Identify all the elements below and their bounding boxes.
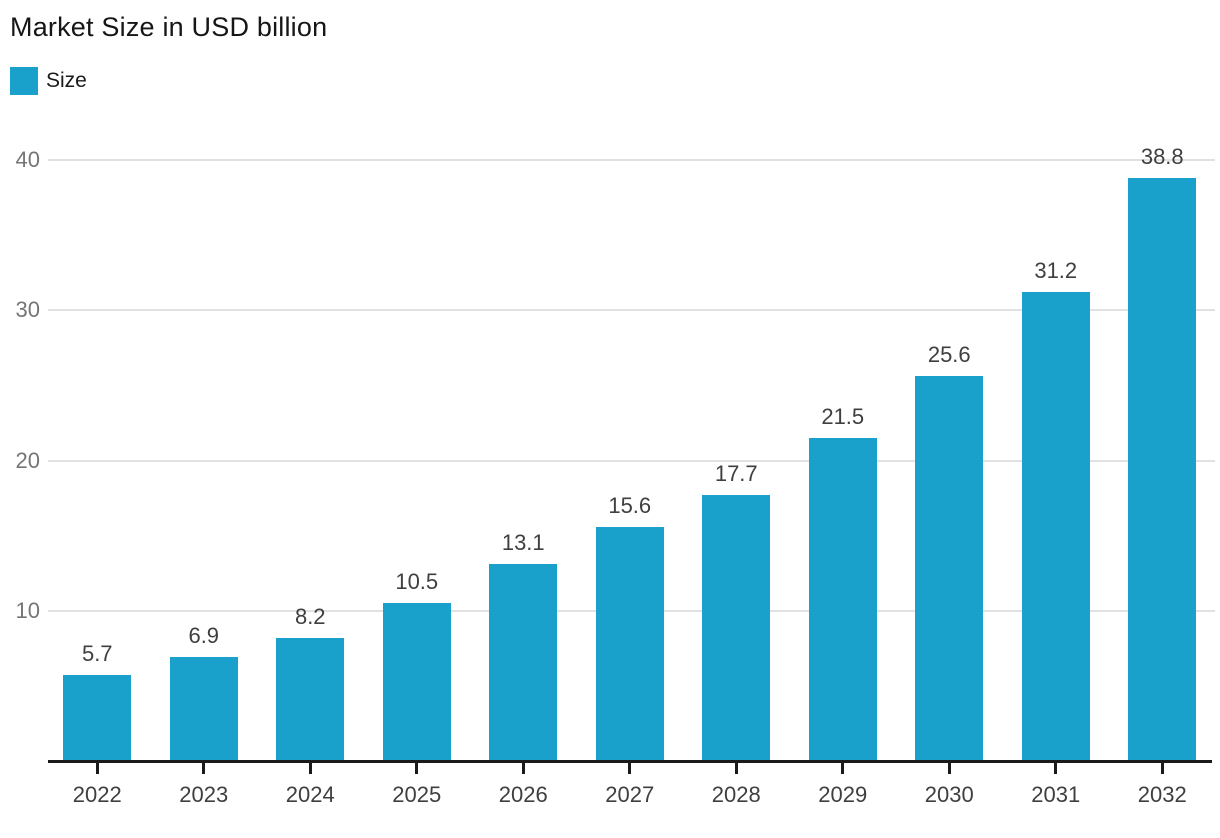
x-axis-tick — [95, 763, 99, 774]
y-axis-tick-label: 30 — [15, 297, 40, 323]
x-axis-label: 2031 — [1031, 782, 1081, 807]
bar[interactable] — [702, 495, 771, 761]
x-axis-tick — [734, 763, 738, 774]
x-axis-line — [48, 760, 1212, 763]
bar-value-label: 21.5 — [821, 403, 865, 429]
x-axis-tick — [521, 763, 525, 774]
bar-value-label: 31.2 — [1034, 258, 1078, 284]
y-axis-tick-label: 20 — [15, 447, 40, 473]
x-axis-tick — [415, 763, 419, 774]
gridline — [48, 309, 1215, 312]
bar[interactable] — [276, 637, 345, 761]
x-axis-label: 2029 — [818, 782, 868, 807]
y-axis-tick-label: 10 — [15, 597, 40, 623]
x-axis-label: 2024 — [285, 782, 335, 807]
x-axis-label: 2032 — [1137, 782, 1187, 807]
chart-title: Market Size in USD billion — [10, 12, 328, 42]
x-axis-label: 2023 — [179, 782, 229, 807]
bar-value-label: 15.6 — [608, 492, 652, 518]
bar-value-label: 13.1 — [501, 530, 545, 556]
bar[interactable] — [63, 675, 132, 761]
bar[interactable] — [808, 437, 877, 761]
legend-swatch-icon — [10, 67, 38, 95]
x-axis-tick — [1054, 763, 1058, 774]
x-axis-label: 2022 — [72, 782, 122, 807]
x-axis-label: 2025 — [392, 782, 442, 807]
bar[interactable] — [489, 564, 558, 761]
gridline — [48, 459, 1215, 462]
x-axis-tick — [947, 763, 951, 774]
bar-value-label: 38.8 — [1140, 144, 1184, 170]
x-axis-tick — [202, 763, 206, 774]
x-axis-label: 2028 — [711, 782, 761, 807]
bar-value-label: 10.5 — [395, 569, 439, 595]
bar[interactable] — [1021, 292, 1090, 761]
legend-label: Size — [46, 69, 87, 92]
x-axis-tick — [628, 763, 632, 774]
x-axis-tick — [841, 763, 845, 774]
bar[interactable] — [595, 526, 664, 761]
bar[interactable] — [1128, 178, 1197, 761]
bar-value-label: 25.6 — [927, 342, 971, 368]
x-axis-label: 2027 — [605, 782, 655, 807]
bar[interactable] — [382, 603, 451, 761]
x-axis-label: 2026 — [498, 782, 548, 807]
x-axis-label: 2030 — [924, 782, 974, 807]
x-axis-tick — [1160, 763, 1164, 774]
x-axis-tick — [308, 763, 312, 774]
bar[interactable] — [169, 657, 238, 761]
legend[interactable]: Size — [10, 67, 87, 95]
bar-value-label: 17.7 — [714, 461, 758, 487]
bar-value-label: 6.9 — [188, 623, 220, 649]
y-axis-tick-label: 40 — [15, 147, 40, 172]
gridline — [48, 159, 1215, 161]
bar-value-label: 8.2 — [294, 603, 326, 629]
bar[interactable] — [915, 376, 984, 761]
bar-value-label: 5.7 — [81, 641, 113, 667]
